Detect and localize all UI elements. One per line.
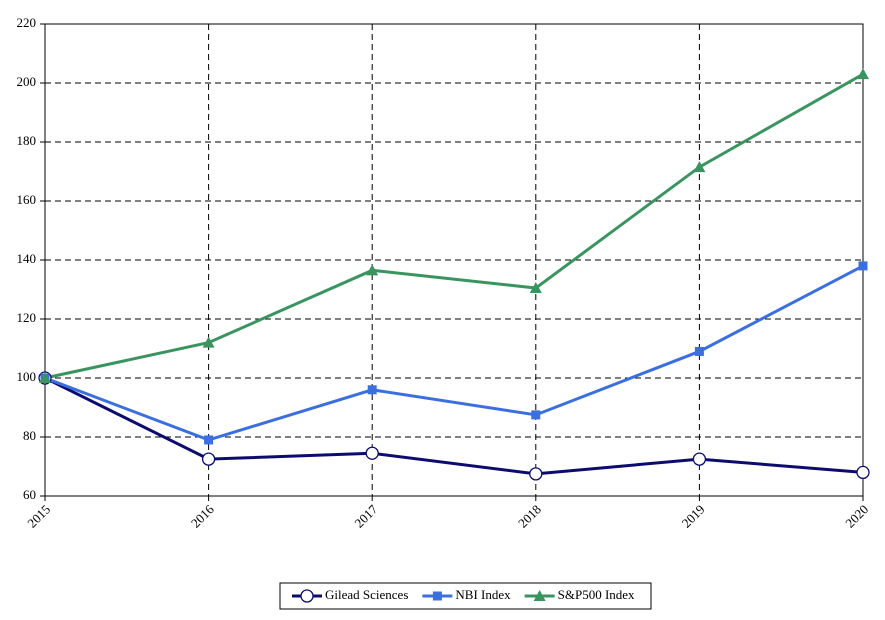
legend-label: Gilead Sciences [325,587,408,602]
y-tick-label: 60 [23,487,36,502]
x-tick-label: 2017 [351,501,380,530]
marker [694,346,704,356]
x-tick-label: 2019 [679,502,708,531]
series-line [44,264,864,442]
legend-label: NBI Index [455,587,511,602]
x-tick-label: 2020 [842,502,871,531]
marker [300,589,314,603]
plot-frame [44,23,864,497]
marker [858,261,868,271]
marker [366,264,379,276]
x-tick-label: 2016 [188,501,217,530]
marker [201,452,216,466]
y-tick-label: 160 [17,192,37,207]
marker [202,336,215,348]
x-tick-label: 2018 [515,502,544,531]
legend: Gilead Sciences NBI Index S&P500 Index [279,582,652,610]
legend-box [279,582,652,610]
marker [365,446,379,460]
marker [39,372,51,383]
marker [204,435,214,445]
marker [533,590,546,601]
series-line [44,72,864,380]
x-tick-label: 2015 [24,502,53,531]
marker [857,68,869,80]
series-line [44,376,864,476]
legend-label: S&P500 Index [558,587,635,602]
marker [693,161,706,173]
marker [856,465,870,480]
y-tick-label: 100 [17,369,37,384]
y-tick-label: 200 [17,74,37,89]
y-tick-label: 120 [17,310,37,325]
y-tick-label: 180 [17,133,37,148]
marker [529,467,543,481]
marker [529,282,542,294]
y-tick-label: 220 [17,15,37,30]
marker [367,385,377,395]
y-tick-label: 80 [23,428,36,443]
marker [692,452,707,466]
marker [432,591,442,601]
y-tick-label: 140 [17,251,37,266]
marker [531,410,541,420]
